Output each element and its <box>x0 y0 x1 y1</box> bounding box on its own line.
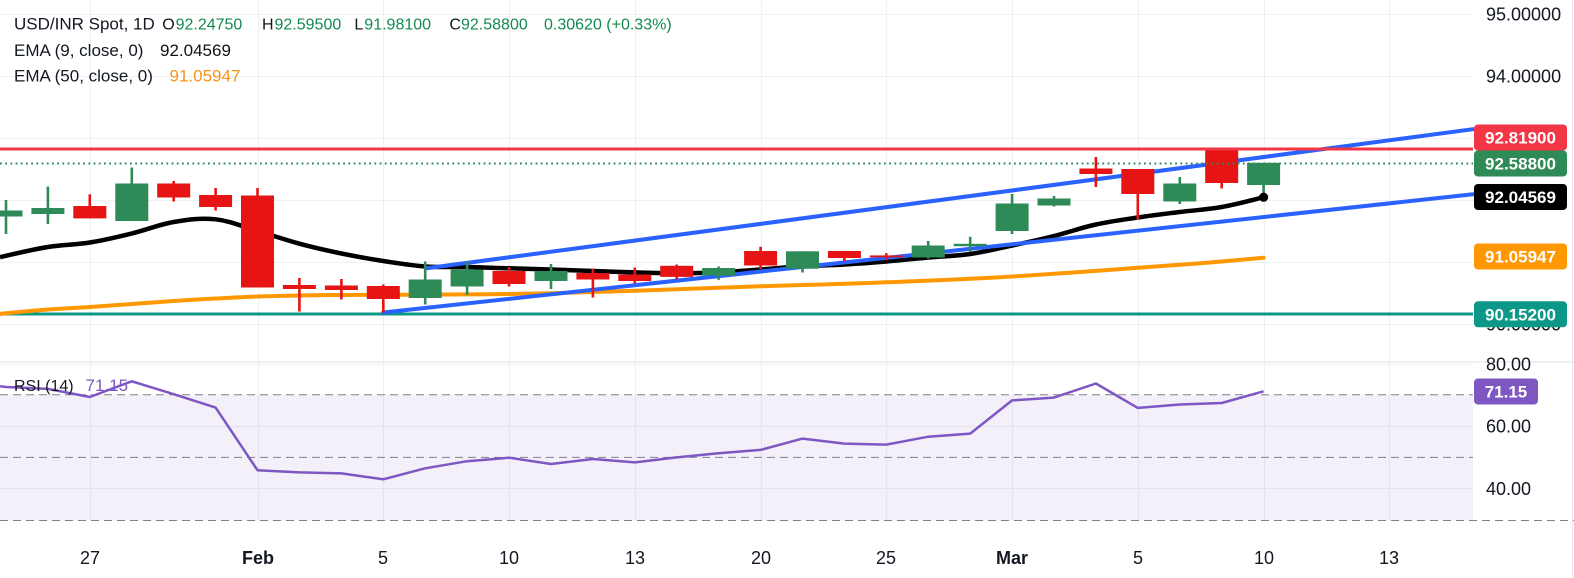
svg-text:92.59500: 92.59500 <box>275 17 342 34</box>
svg-text:40.00: 40.00 <box>1486 479 1531 499</box>
svg-text:EMA (9, close, 0): EMA (9, close, 0) <box>14 41 143 60</box>
svg-text:94.00000: 94.00000 <box>1486 67 1561 87</box>
svg-text:EMA (50, close, 0): EMA (50, close, 0) <box>14 67 153 86</box>
svg-text:90.15200: 90.15200 <box>1485 305 1556 324</box>
svg-text:71.15: 71.15 <box>1485 383 1528 402</box>
svg-text:60.00: 60.00 <box>1486 417 1531 437</box>
svg-text:Mar: Mar <box>996 548 1028 568</box>
svg-text:RSI (14): RSI (14) <box>14 378 74 395</box>
svg-text:27: 27 <box>80 548 100 568</box>
svg-text:5: 5 <box>378 548 388 568</box>
svg-text:0.30620 (+0.33%): 0.30620 (+0.33%) <box>544 17 672 34</box>
svg-text:92.24750: 92.24750 <box>176 17 243 34</box>
svg-text:13: 13 <box>625 548 645 568</box>
svg-text:71.15: 71.15 <box>86 376 129 395</box>
svg-text:Feb: Feb <box>242 548 274 568</box>
svg-text:H: H <box>262 17 274 34</box>
svg-text:91.98100: 91.98100 <box>364 17 431 34</box>
svg-text:92.58800: 92.58800 <box>1485 155 1556 174</box>
svg-text:USD/INR Spot, 1D: USD/INR Spot, 1D <box>14 15 155 34</box>
svg-text:L: L <box>354 17 363 34</box>
svg-text:10: 10 <box>1254 548 1274 568</box>
svg-text:13: 13 <box>1379 548 1399 568</box>
svg-text:C: C <box>449 17 461 34</box>
svg-text:10: 10 <box>499 548 519 568</box>
svg-text:95.00000: 95.00000 <box>1486 5 1561 25</box>
svg-text:91.05947: 91.05947 <box>1485 248 1556 267</box>
svg-text:92.04569: 92.04569 <box>1485 188 1556 207</box>
svg-text:92.58800: 92.58800 <box>461 17 528 34</box>
svg-text:25: 25 <box>876 548 896 568</box>
svg-text:80.00: 80.00 <box>1486 355 1531 375</box>
svg-text:92.04569: 92.04569 <box>160 41 231 60</box>
svg-text:O: O <box>162 17 174 34</box>
svg-text:91.05947: 91.05947 <box>170 67 241 86</box>
svg-text:20: 20 <box>751 548 771 568</box>
svg-text:5: 5 <box>1133 548 1143 568</box>
svg-text:92.81900: 92.81900 <box>1485 129 1556 148</box>
